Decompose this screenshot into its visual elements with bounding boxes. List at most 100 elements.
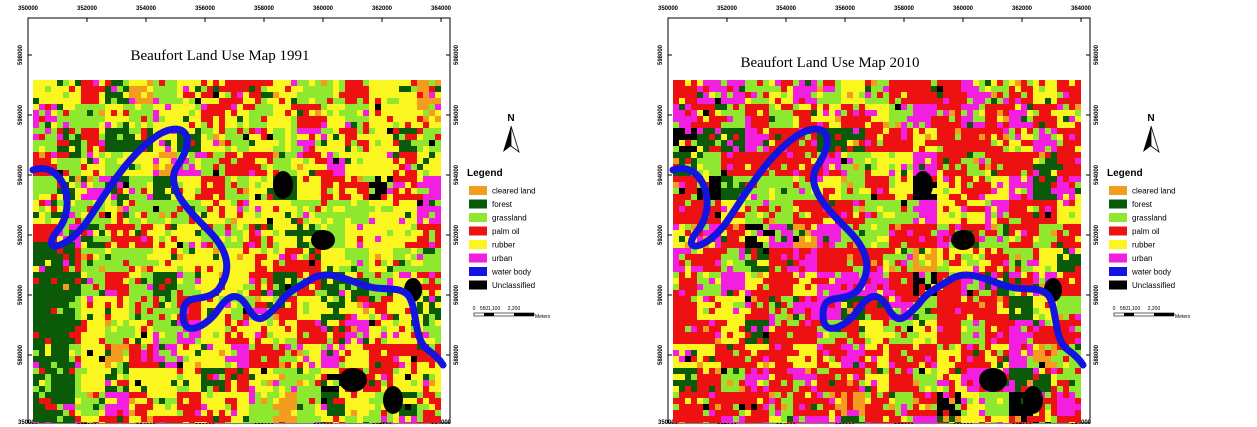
land-cell — [207, 332, 213, 338]
land-cell — [345, 236, 351, 242]
land-cell — [267, 170, 273, 176]
land-cell — [87, 350, 93, 356]
land-cell — [703, 158, 709, 164]
land-cell — [877, 92, 883, 98]
land-cell — [159, 236, 165, 242]
land-cell — [231, 416, 237, 422]
land-cell — [195, 410, 201, 416]
land-cell — [39, 140, 45, 146]
land-cell — [411, 344, 417, 350]
land-cell — [423, 152, 429, 158]
land-cell — [201, 350, 207, 356]
land-cell — [393, 374, 399, 380]
land-cell — [177, 356, 183, 362]
land-cell — [213, 326, 219, 332]
land-cell — [423, 422, 429, 423]
land-cell — [111, 164, 117, 170]
land-cell — [369, 164, 375, 170]
land-cell — [333, 404, 339, 410]
land-cell — [315, 200, 321, 206]
land-cell — [153, 158, 159, 164]
land-cell — [93, 80, 99, 86]
land-cell — [231, 242, 237, 248]
land-cell — [51, 266, 57, 272]
land-cell — [123, 392, 129, 398]
land-cell — [81, 308, 87, 314]
land-cell — [823, 80, 829, 86]
land-cell — [321, 158, 327, 164]
land-cell — [715, 110, 721, 116]
land-cell — [1021, 110, 1027, 116]
land-cell — [63, 344, 69, 350]
land-cell — [273, 146, 279, 152]
land-cell — [93, 170, 99, 176]
land-cell — [105, 290, 111, 296]
land-cell — [45, 194, 51, 200]
land-cell — [363, 266, 369, 272]
land-cell — [1063, 92, 1069, 98]
land-cell — [69, 284, 75, 290]
land-cell — [105, 326, 111, 332]
land-cell — [327, 338, 333, 344]
land-cell — [757, 158, 763, 164]
x-coord-label: 350000 — [18, 6, 39, 12]
land-cell — [709, 86, 715, 92]
land-cell — [411, 236, 417, 242]
land-cell — [171, 290, 177, 296]
land-cell — [291, 278, 297, 284]
land-cell — [189, 332, 195, 338]
land-cell — [189, 416, 195, 422]
land-cell — [799, 98, 805, 104]
land-cell — [781, 122, 787, 128]
land-cell — [333, 320, 339, 326]
land-cell — [231, 410, 237, 416]
land-cell — [285, 338, 291, 344]
land-cell — [955, 110, 961, 116]
land-cell — [315, 158, 321, 164]
land-cell — [153, 146, 159, 152]
land-cell — [721, 128, 727, 134]
land-cell — [685, 128, 691, 134]
land-cell — [99, 338, 105, 344]
land-cell — [405, 110, 411, 116]
land-cell — [117, 386, 123, 392]
land-cell — [123, 296, 129, 302]
land-cell — [183, 398, 189, 404]
land-cell — [75, 326, 81, 332]
land-cell — [105, 296, 111, 302]
land-cell — [255, 386, 261, 392]
land-cell — [183, 86, 189, 92]
land-cell — [387, 326, 393, 332]
y-coord-label: 592000 — [18, 224, 24, 245]
land-cell — [697, 146, 703, 152]
land-cell — [369, 176, 375, 182]
land-cell — [141, 104, 147, 110]
land-cell — [75, 134, 81, 140]
land-cell — [429, 278, 435, 284]
land-cell — [309, 86, 315, 92]
land-cell — [237, 272, 243, 278]
land-cell — [237, 278, 243, 284]
land-cell — [141, 362, 147, 368]
land-cell — [865, 158, 871, 164]
land-cell — [99, 182, 105, 188]
land-cell — [303, 152, 309, 158]
land-cell — [57, 254, 63, 260]
land-cell — [51, 326, 57, 332]
land-cell — [213, 92, 219, 98]
land-cell — [1009, 134, 1015, 140]
land-cell — [153, 416, 159, 422]
land-cell — [417, 356, 423, 362]
land-cell — [207, 218, 213, 224]
land-cell — [51, 152, 57, 158]
land-cell — [387, 182, 393, 188]
land-cell — [159, 110, 165, 116]
land-cell — [357, 110, 363, 116]
land-cell — [691, 128, 697, 134]
land-cell — [207, 188, 213, 194]
land-cell — [333, 80, 339, 86]
land-cell — [213, 260, 219, 266]
land-cell — [345, 350, 351, 356]
land-cell — [111, 374, 117, 380]
land-cell — [715, 116, 721, 122]
